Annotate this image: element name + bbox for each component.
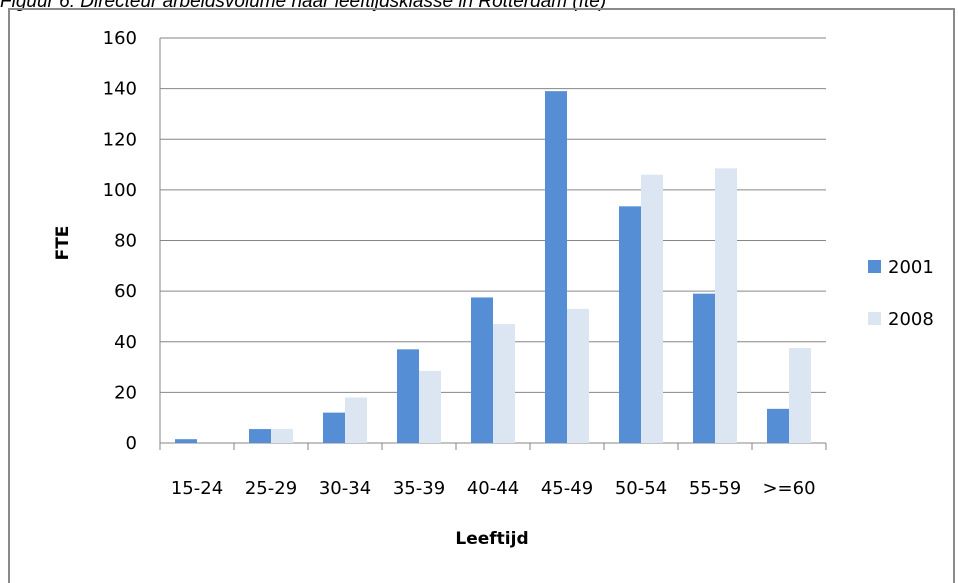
bar-2001-40-44 [471, 297, 493, 443]
y-tick-labels: 0 20 40 60 80 100 120 140 160 [103, 28, 137, 454]
y-tick-label: 40 [114, 332, 137, 353]
bar-2001-50-54 [619, 206, 641, 443]
y-tick-label: 120 [103, 129, 137, 150]
bar-2001-35-39 [397, 349, 419, 443]
x-tick-label: 40-44 [467, 478, 519, 499]
bar-2008-40-44 [493, 324, 515, 443]
legend-label: 2001 [888, 257, 934, 278]
bar-2008-50-54 [641, 174, 663, 443]
legend-swatch-2001 [868, 260, 881, 273]
x-axis-title: Leeftijd [455, 529, 528, 549]
bar-2001-15-24 [175, 439, 197, 443]
x-tick-label: 35-39 [393, 478, 445, 499]
x-tick-label: 30-34 [319, 478, 371, 499]
y-tick-label: 100 [103, 180, 137, 201]
x-tick-label: 45-49 [541, 478, 593, 499]
bar-2008-30-34 [345, 397, 367, 443]
chart-frame [8, 8, 955, 583]
y-tick-label: 0 [126, 433, 137, 454]
y-axis-title: FTE [53, 226, 73, 261]
x-tick-labels: 15-24 25-29 30-34 35-39 40-44 45-49 50-54 55-59… [171, 478, 816, 499]
bar-2008->=60 [789, 348, 811, 443]
y-tick-label: 80 [114, 231, 137, 252]
bars [175, 91, 811, 443]
bar-2008-55-59 [715, 168, 737, 443]
bar-2008-25-29 [271, 429, 293, 443]
y-tick-label: 60 [114, 281, 137, 302]
x-tick-label: 15-24 [171, 478, 223, 499]
x-tick-label: 25-29 [245, 478, 297, 499]
legend: 2001 2008 [868, 257, 934, 330]
bar-2001->=60 [767, 408, 789, 443]
x-tick-label: >=60 [762, 478, 815, 499]
legend-swatch-2008 [868, 312, 881, 325]
bar-2001-25-29 [249, 429, 271, 443]
x-tick-label: 55-59 [689, 478, 741, 499]
x-tick-label: 50-54 [615, 478, 667, 499]
y-tick-label: 140 [103, 79, 137, 100]
y-tick-label: 160 [103, 28, 137, 49]
bar-2001-55-59 [693, 293, 715, 443]
bar-2001-30-34 [323, 412, 345, 443]
legend-label: 2008 [888, 309, 934, 330]
bar-2008-35-39 [419, 370, 441, 443]
bar-2001-45-49 [545, 91, 567, 443]
bar-2008-45-49 [567, 308, 589, 443]
y-tick-label: 20 [114, 382, 137, 403]
